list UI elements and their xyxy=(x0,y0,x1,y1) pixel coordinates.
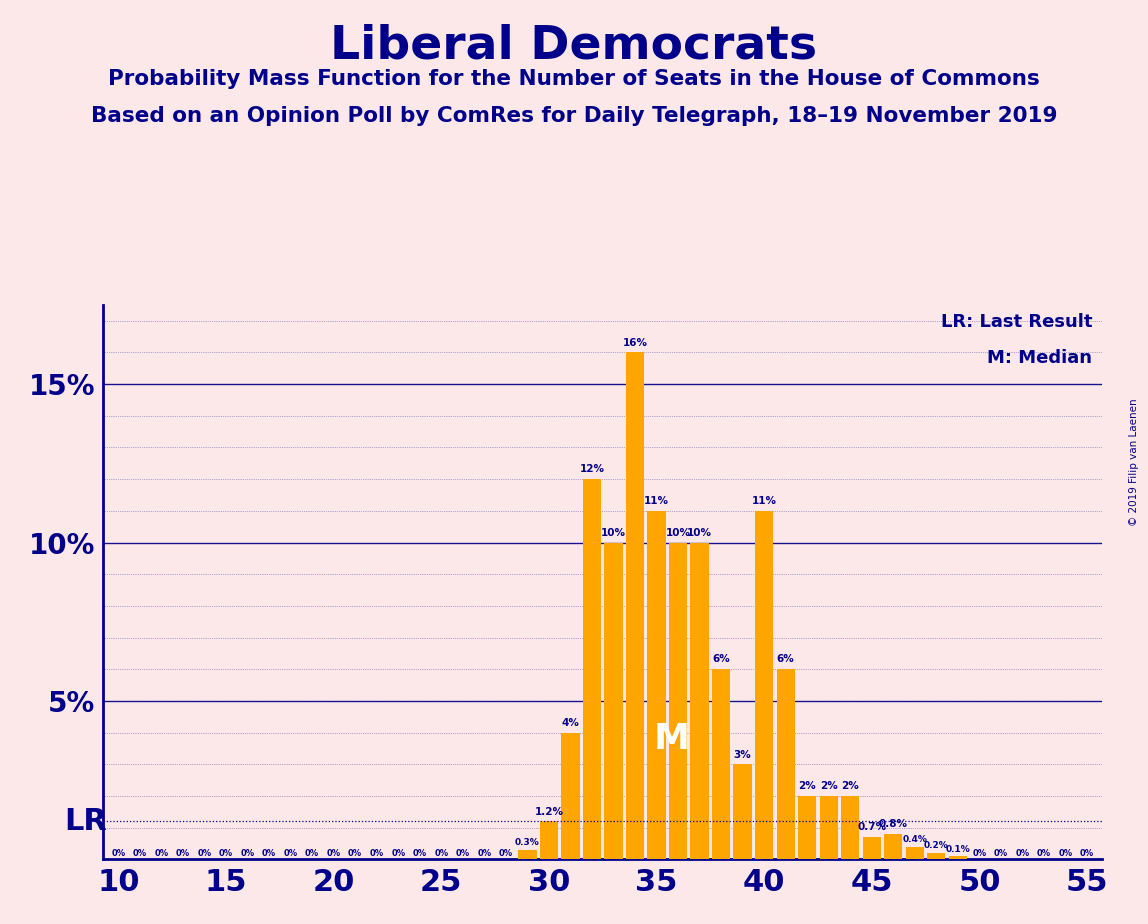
Text: 0%: 0% xyxy=(133,849,147,858)
Text: 12%: 12% xyxy=(580,465,605,474)
Bar xyxy=(948,857,967,859)
Bar xyxy=(776,669,794,859)
Text: 0.8%: 0.8% xyxy=(878,820,908,829)
Text: Probability Mass Function for the Number of Seats in the House of Commons: Probability Mass Function for the Number… xyxy=(108,69,1040,90)
Bar xyxy=(669,542,688,859)
Text: 10%: 10% xyxy=(687,528,712,538)
Text: 0%: 0% xyxy=(284,849,297,858)
Bar xyxy=(820,796,838,859)
Text: 0%: 0% xyxy=(305,849,319,858)
Text: 2%: 2% xyxy=(820,781,838,791)
Text: 0%: 0% xyxy=(1058,849,1072,858)
Text: 0%: 0% xyxy=(994,849,1008,858)
Bar xyxy=(798,796,816,859)
Text: © 2019 Filip van Laenen: © 2019 Filip van Laenen xyxy=(1130,398,1139,526)
Text: 0%: 0% xyxy=(1080,849,1094,858)
Text: 0.2%: 0.2% xyxy=(924,842,948,850)
Bar xyxy=(583,480,602,859)
Text: 16%: 16% xyxy=(622,337,647,347)
Text: 0%: 0% xyxy=(348,849,363,858)
Text: 10%: 10% xyxy=(666,528,691,538)
Text: 0.1%: 0.1% xyxy=(946,845,970,854)
Text: 10%: 10% xyxy=(600,528,626,538)
Bar xyxy=(928,853,946,859)
Text: 0%: 0% xyxy=(498,849,513,858)
Bar xyxy=(862,837,881,859)
Text: LR: LR xyxy=(64,807,108,836)
Bar xyxy=(604,542,622,859)
Text: 0%: 0% xyxy=(478,849,491,858)
Text: 0%: 0% xyxy=(326,849,341,858)
Text: 0%: 0% xyxy=(434,849,449,858)
Text: 0.7%: 0.7% xyxy=(858,822,886,833)
Text: Liberal Democrats: Liberal Democrats xyxy=(331,23,817,68)
Text: 0%: 0% xyxy=(1037,849,1052,858)
Text: 0%: 0% xyxy=(370,849,383,858)
Text: 1.2%: 1.2% xyxy=(534,807,564,817)
Text: 3%: 3% xyxy=(734,749,752,760)
Bar xyxy=(561,733,580,859)
Text: 6%: 6% xyxy=(777,654,794,664)
Bar xyxy=(884,834,902,859)
Bar xyxy=(626,352,644,859)
Text: 0.3%: 0.3% xyxy=(515,838,540,847)
Text: 11%: 11% xyxy=(752,496,777,506)
Bar xyxy=(690,542,708,859)
Text: 2%: 2% xyxy=(841,781,859,791)
Bar xyxy=(755,511,774,859)
Text: 0%: 0% xyxy=(1015,849,1030,858)
Bar xyxy=(518,850,536,859)
Text: 6%: 6% xyxy=(712,654,730,664)
Text: 0%: 0% xyxy=(972,849,986,858)
Text: 0%: 0% xyxy=(154,849,169,858)
Bar xyxy=(734,764,752,859)
Bar xyxy=(540,821,558,859)
Text: M: Median: M: Median xyxy=(987,349,1092,367)
Text: 0%: 0% xyxy=(219,849,233,858)
Text: 0%: 0% xyxy=(412,849,427,858)
Text: 11%: 11% xyxy=(644,496,669,506)
Text: 0%: 0% xyxy=(240,849,255,858)
Text: 0%: 0% xyxy=(176,849,191,858)
Bar xyxy=(841,796,860,859)
Text: 0.4%: 0.4% xyxy=(902,835,928,845)
Bar xyxy=(647,511,666,859)
Text: 4%: 4% xyxy=(561,718,580,728)
Text: 0%: 0% xyxy=(391,849,405,858)
Text: 0%: 0% xyxy=(111,849,125,858)
Bar xyxy=(906,846,924,859)
Text: 0%: 0% xyxy=(197,849,211,858)
Bar xyxy=(712,669,730,859)
Text: M: M xyxy=(653,722,690,756)
Text: Based on an Opinion Poll by ComRes for Daily Telegraph, 18–19 November 2019: Based on an Opinion Poll by ComRes for D… xyxy=(91,106,1057,127)
Text: 2%: 2% xyxy=(798,781,816,791)
Text: 0%: 0% xyxy=(262,849,277,858)
Text: LR: Last Result: LR: Last Result xyxy=(940,313,1092,331)
Text: 0%: 0% xyxy=(456,849,470,858)
